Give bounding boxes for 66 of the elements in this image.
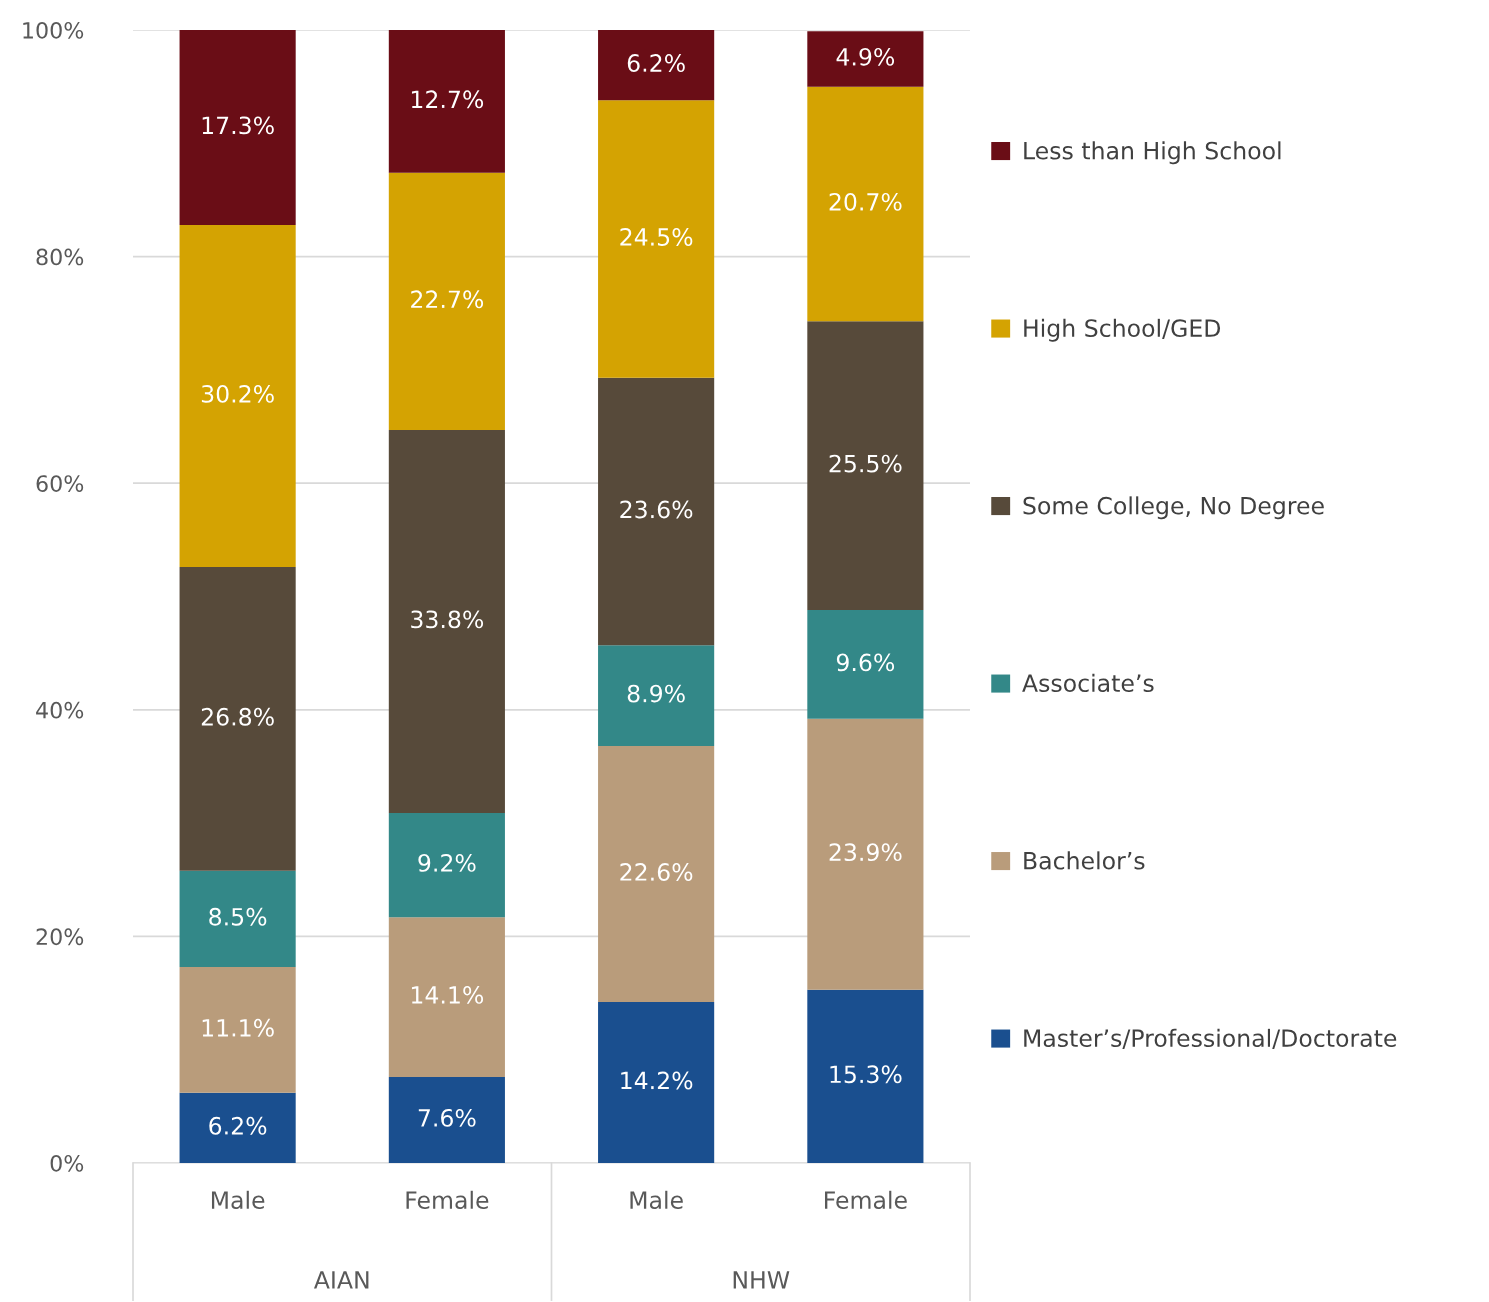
bar — [388, 917, 505, 1077]
data-label: 6.2% — [209, 1116, 267, 1135]
y-tick-label: 20% — [36, 928, 84, 946]
legend-label: High School/GED — [1024, 318, 1221, 342]
data-label: 7.6% — [418, 1108, 476, 1127]
data-label: 9.2% — [418, 854, 476, 872]
bar — [598, 645, 715, 747]
bar — [598, 746, 715, 1003]
data-label: 8.5% — [209, 907, 267, 926]
data-label: 14.2% — [621, 1071, 693, 1090]
bar — [179, 870, 296, 967]
y-tick-label: 40% — [36, 701, 84, 719]
x-tick-label: Male — [211, 1190, 265, 1210]
data-label: 26.8% — [201, 707, 274, 726]
legend-label: Less than High School — [1024, 141, 1281, 165]
bar — [807, 86, 924, 322]
bar — [807, 989, 924, 1163]
bar — [598, 377, 715, 646]
data-label: 9.6% — [836, 653, 895, 672]
bar — [598, 30, 715, 101]
data-label: 25.5% — [829, 454, 902, 473]
data-label: 8.9% — [627, 684, 685, 703]
data-label: 22.6% — [620, 863, 693, 881]
bar — [807, 610, 924, 719]
bar — [179, 567, 296, 871]
bar — [179, 966, 296, 1093]
bar — [388, 30, 505, 173]
bar — [807, 718, 924, 990]
data-label: 24.5% — [620, 228, 693, 246]
y-tick-label: 60% — [36, 475, 84, 492]
x-tick-label: Female — [825, 1190, 907, 1210]
data-label: 6.2% — [627, 54, 685, 72]
legend-label: Associate’s — [1022, 673, 1154, 693]
data-label: 23.9% — [829, 843, 902, 862]
legend-label: Some College, No Degree — [1023, 496, 1324, 520]
data-label: 33.8% — [411, 610, 484, 629]
data-label: 20.7% — [829, 192, 902, 211]
legend-label: Bachelor’s — [1024, 851, 1145, 870]
data-label: 12.7% — [411, 90, 484, 109]
bar — [388, 172, 505, 430]
bar — [807, 31, 924, 87]
x-tick-label: Male — [630, 1190, 683, 1210]
y-tick-label: 100% — [23, 21, 84, 39]
bar — [598, 1002, 715, 1163]
data-label: 14.1% — [411, 986, 484, 1004]
legend-label: Master’s/Professional/Doctorate — [1024, 1028, 1397, 1049]
data-label: 17.3% — [202, 116, 274, 135]
bar — [807, 321, 924, 611]
data-label: 11.1% — [202, 1018, 274, 1037]
bar — [179, 224, 296, 568]
bar — [179, 30, 296, 225]
bar — [388, 429, 505, 813]
bar — [179, 1092, 296, 1163]
bar — [388, 1076, 505, 1163]
data-label: 30.2% — [201, 384, 274, 403]
text: NHW — [733, 1271, 790, 1289]
data-label: 23.6% — [620, 500, 693, 519]
bar — [388, 812, 505, 918]
data-label: 15.3% — [830, 1065, 902, 1084]
text: AIAN — [313, 1271, 369, 1289]
data-label: 4.9% — [836, 47, 895, 66]
bar — [598, 100, 715, 378]
x-tick-label: Female — [406, 1190, 489, 1210]
y-tick-label: 0% — [50, 1154, 84, 1172]
data-label: 22.7% — [411, 290, 484, 309]
y-tick-label: 80% — [36, 248, 84, 266]
